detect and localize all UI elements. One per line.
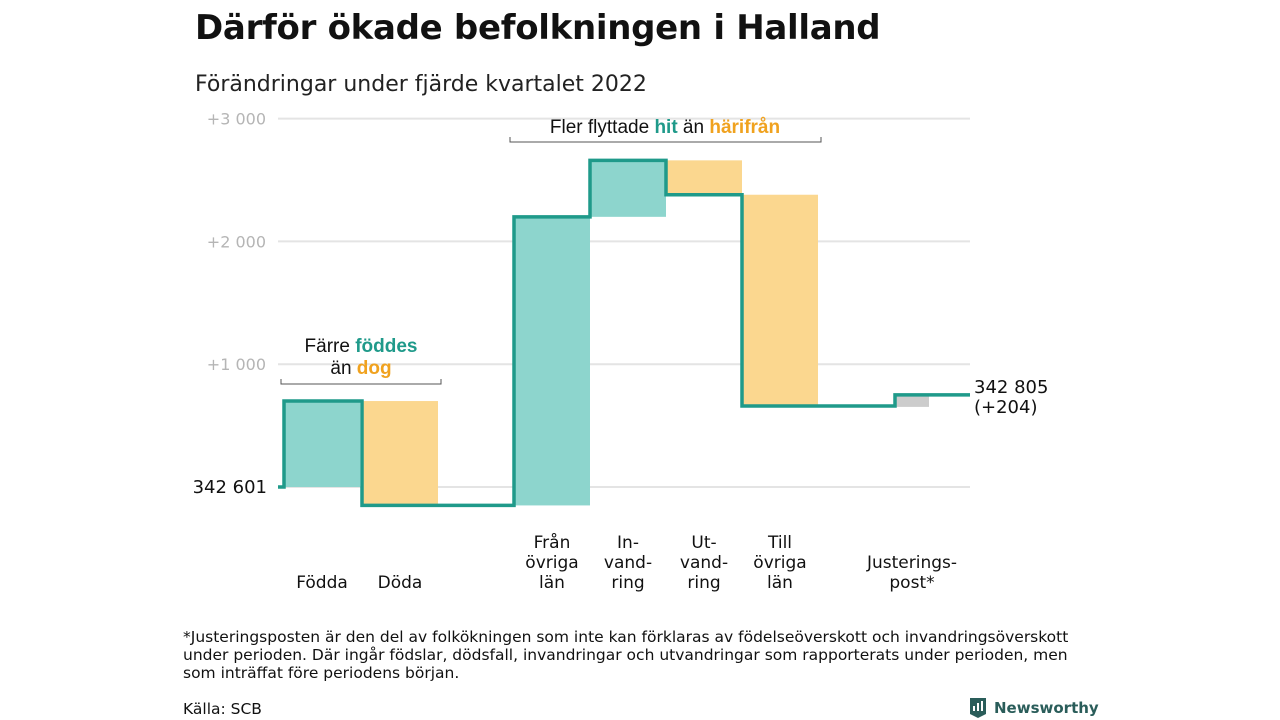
bar	[362, 401, 438, 506]
source-label: Källa: SCB	[183, 700, 262, 718]
category-label: Justerings-	[866, 553, 957, 573]
start-value-label: 342 601	[193, 477, 267, 498]
annotation-line: än dog	[330, 358, 391, 379]
y-tick-label: +1 000	[207, 355, 266, 374]
cumulative-step-line	[278, 158, 970, 508]
category-label: Födda	[296, 573, 348, 593]
category-label: Ut-	[691, 533, 716, 553]
category-label: Döda	[378, 573, 423, 593]
y-tick-label: +3 000	[207, 110, 266, 129]
category-label: Från	[534, 532, 571, 553]
end-change-label: (+204)	[974, 397, 1037, 418]
category-labels: Födda DödaFrånövrigalänIn-vand-ringUt-van…	[296, 532, 957, 593]
annotation-bracket	[509, 137, 822, 143]
bar	[514, 216, 590, 506]
category-label: län	[767, 573, 793, 593]
category-label: län	[539, 573, 565, 593]
bars	[284, 160, 929, 506]
bar	[895, 394, 929, 407]
annotation-line: Färre föddes	[305, 336, 418, 357]
annotation-line: Fler flyttade hit än härifrån	[550, 117, 780, 138]
chart-title: Därför ökade befolkningen i Halland	[195, 8, 881, 48]
footnote: *Justeringsposten är den del av folkökni…	[183, 628, 1069, 682]
brand-logo: Newsworthy	[968, 696, 1099, 720]
category-label: vand-	[680, 553, 728, 573]
category-label: ring	[611, 573, 644, 593]
value-labels: 342 601 342 805(+204)	[193, 377, 1049, 498]
bar	[666, 160, 742, 195]
brand-name: Newsworthy	[994, 699, 1099, 717]
category-label: vand-	[604, 553, 652, 573]
category-label: post*	[889, 573, 934, 593]
category-label: Till	[767, 533, 792, 553]
bar	[742, 194, 818, 406]
y-axis-ticks: +1 000 +2 000 +3 000	[207, 110, 266, 375]
category-label: In-	[617, 533, 639, 553]
category-label: ring	[687, 573, 720, 593]
y-tick-label: +2 000	[207, 232, 266, 251]
bar	[590, 160, 666, 217]
annotation-bracket	[280, 379, 442, 385]
chart-subtitle: Förändringar under fjärde kvartalet 2022	[195, 72, 647, 97]
bar	[284, 401, 360, 487]
category-label: övriga	[753, 553, 806, 573]
newsworthy-logo-icon	[970, 698, 986, 718]
end-value-label: 342 805	[974, 377, 1048, 398]
category-label: övriga	[525, 553, 578, 573]
